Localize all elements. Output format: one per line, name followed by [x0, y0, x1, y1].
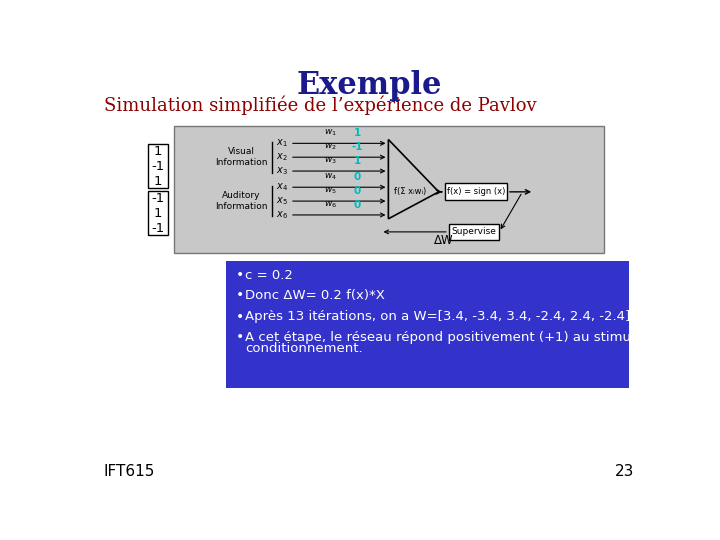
Text: •: • [235, 309, 244, 323]
Text: conditionnement.: conditionnement. [245, 342, 363, 355]
Text: c = 0.2: c = 0.2 [245, 268, 293, 281]
Text: $w_2$: $w_2$ [324, 141, 337, 152]
Text: $w_6$: $w_6$ [324, 199, 337, 210]
Text: -1: -1 [152, 221, 165, 234]
Text: 1: 1 [354, 128, 361, 138]
Text: Exemple: Exemple [296, 70, 442, 101]
Text: Simulation simplifiée de l’expérience de Pavlov: Simulation simplifiée de l’expérience de… [104, 96, 536, 116]
Text: $x_1$: $x_1$ [276, 138, 288, 149]
Text: -1: -1 [152, 160, 165, 173]
Text: Donc ΔW= 0.2 f(x)*X: Donc ΔW= 0.2 f(x)*X [245, 288, 385, 301]
Text: Visual
Information: Visual Information [215, 147, 267, 167]
Text: -1: -1 [152, 192, 165, 205]
Text: 23: 23 [615, 464, 634, 479]
Text: $w_4$: $w_4$ [324, 171, 337, 182]
Bar [445, 184, 507, 200]
Text: $x_2$: $x_2$ [276, 151, 288, 163]
Text: f(Σ xᵢwᵢ): f(Σ xᵢwᵢ) [394, 187, 426, 197]
Text: 1: 1 [154, 207, 163, 220]
Text: 1: 1 [354, 156, 361, 166]
Text: •: • [235, 288, 244, 302]
Bar [148, 144, 168, 188]
Text: 0: 0 [354, 200, 361, 210]
Text: 0: 0 [354, 186, 361, 195]
Text: $w_1$: $w_1$ [324, 127, 337, 138]
Text: 0: 0 [354, 172, 361, 182]
Text: Auditory
Information: Auditory Information [215, 191, 267, 211]
Text: •: • [235, 330, 244, 345]
Text: ΔW: ΔW [434, 234, 454, 247]
Text: •: • [235, 268, 244, 282]
Bar [174, 126, 604, 253]
Text: $w_3$: $w_3$ [324, 155, 337, 166]
Text: -1: -1 [351, 142, 363, 152]
Text: $x_6$: $x_6$ [276, 209, 288, 221]
Bar [449, 224, 499, 240]
Bar [148, 191, 168, 235]
Text: f(x) = sign (x): f(x) = sign (x) [447, 187, 505, 197]
Text: IFT615: IFT615 [104, 464, 156, 479]
Text: Après 13 itérations, on a W=[3.4, -3.4, 3.4, -2.4, 2.4, -2.4]: Après 13 itérations, on a W=[3.4, -3.4, … [245, 310, 630, 323]
Text: 1: 1 [154, 174, 163, 187]
Text: $x_4$: $x_4$ [276, 181, 288, 193]
Text: $x_3$: $x_3$ [276, 165, 288, 177]
Text: Supervise: Supervise [451, 227, 497, 237]
Text: 1: 1 [154, 145, 163, 158]
Bar [225, 261, 629, 388]
Text: $x_5$: $x_5$ [276, 195, 288, 207]
Text: $w_5$: $w_5$ [324, 185, 337, 195]
Text: A cet étape, le réseau répond positivement (+1) au stimulus de: A cet étape, le réseau répond positiveme… [245, 331, 671, 344]
